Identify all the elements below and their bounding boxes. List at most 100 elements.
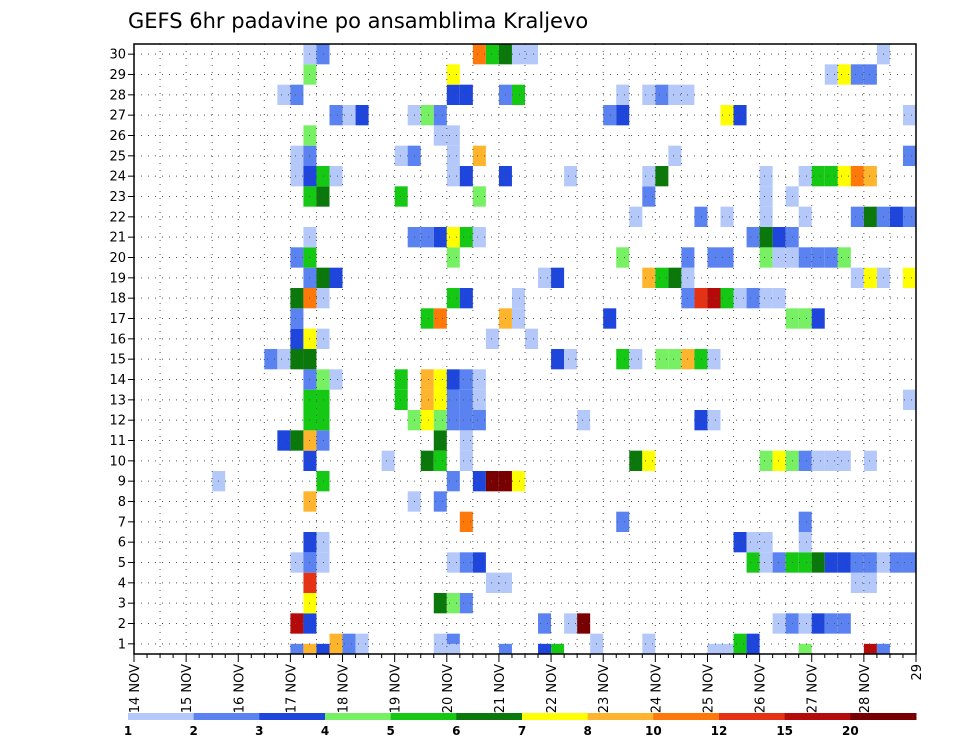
- y-tick-label: 9: [118, 475, 126, 490]
- x-tick-label: 25 NOV: [701, 664, 716, 713]
- legend-label: 6: [452, 724, 460, 738]
- heatmap-cell: [889, 206, 903, 227]
- heatmap-cell: [733, 105, 747, 126]
- heatmap-cell: [472, 145, 486, 166]
- heatmap-cell: [446, 247, 460, 268]
- chart-title: GEFS 6hr padavine po ansamblima Kraljevo: [128, 9, 588, 33]
- heatmap-cell: [290, 430, 304, 451]
- heatmap-cell: [746, 227, 760, 248]
- heatmap-cell: [824, 552, 838, 573]
- heatmap-cell: [485, 471, 499, 492]
- heatmap-cell: [316, 471, 330, 492]
- heatmap-cell: [459, 593, 473, 614]
- heatmap-cell: [616, 349, 630, 370]
- heatmap-cell: [902, 145, 916, 166]
- heatmap-cell: [811, 450, 825, 471]
- heatmap-cell: [889, 552, 903, 573]
- heatmap-cell: [472, 44, 486, 65]
- heatmap-cell: [824, 166, 838, 187]
- heatmap-cell: [472, 186, 486, 207]
- x-tick-label: 27 NOV: [806, 664, 821, 713]
- heatmap-cell: [863, 450, 877, 471]
- heatmap-cell: [485, 572, 499, 593]
- heatmap-cell: [772, 227, 786, 248]
- heatmap-cell: [264, 349, 278, 370]
- heatmap-cell: [472, 410, 486, 431]
- x-tick-label: 15 NOV: [180, 664, 195, 713]
- heatmap-cell: [733, 288, 747, 309]
- heatmap-cell: [759, 247, 773, 268]
- heatmap-cell: [511, 288, 525, 309]
- heatmap-cell: [420, 410, 434, 431]
- heatmap-cell: [446, 410, 460, 431]
- heatmap-cell: [642, 450, 656, 471]
- y-tick-label: 10: [109, 454, 126, 469]
- heatmap-cell: [459, 84, 473, 105]
- heatmap-cell: [616, 84, 630, 105]
- heatmap-cell: [902, 267, 916, 288]
- heatmap-cell: [798, 532, 812, 553]
- heatmap-cell: [459, 166, 473, 187]
- heatmap-cell: [538, 267, 552, 288]
- heatmap-cell: [446, 64, 460, 85]
- heatmap-cell: [668, 145, 682, 166]
- heatmap-cell: [564, 349, 578, 370]
- heatmap-cell: [290, 328, 304, 349]
- heatmap-cell: [459, 430, 473, 451]
- legend-label: 20: [842, 724, 859, 738]
- heatmap-cell: [811, 247, 825, 268]
- heatmap-cell: [668, 349, 682, 370]
- heatmap-cell: [472, 369, 486, 390]
- heatmap-cell: [290, 288, 304, 309]
- heatmap-cell: [668, 267, 682, 288]
- heatmap-cell: [551, 267, 565, 288]
- y-tick-label: 26: [109, 129, 126, 144]
- heatmap-cell: [511, 84, 525, 105]
- heatmap-cell: [798, 552, 812, 573]
- heatmap-cell: [759, 450, 773, 471]
- y-tick-label: 5: [118, 556, 126, 571]
- heatmap-cell: [446, 389, 460, 410]
- y-tick-label: 8: [118, 495, 126, 510]
- y-tick-label: 2: [118, 617, 126, 632]
- legend-swatch: [193, 713, 260, 720]
- legend-swatch: [522, 713, 589, 720]
- heatmap-cell: [902, 206, 916, 227]
- heatmap-cell: [759, 288, 773, 309]
- heatmap-cell: [394, 369, 408, 390]
- legend-label: 12: [711, 724, 728, 738]
- heatmap-cell: [824, 64, 838, 85]
- heatmap-cell: [459, 369, 473, 390]
- y-tick-label: 18: [109, 292, 126, 307]
- heatmap-cell: [446, 84, 460, 105]
- heatmap-cell: [824, 247, 838, 268]
- legend-swatch: [456, 713, 523, 720]
- heatmap-cell: [433, 430, 447, 451]
- heatmap-cell: [459, 450, 473, 471]
- heatmap-cell: [290, 308, 304, 329]
- heatmap-cell: [472, 389, 486, 410]
- legend-swatch: [325, 713, 392, 720]
- legend-label: 4: [321, 724, 329, 738]
- heatmap-cell: [746, 288, 760, 309]
- legend-label: 8: [583, 724, 591, 738]
- heatmap-cell: [433, 593, 447, 614]
- heatmap-cell: [277, 84, 291, 105]
- heatmap-cell: [837, 450, 851, 471]
- heatmap-cell: [863, 643, 877, 654]
- x-tick-label: 19 NOV: [389, 664, 404, 713]
- legend-label: 3: [255, 724, 263, 738]
- heatmap-cell: [303, 643, 317, 654]
- heatmap-cell: [772, 552, 786, 573]
- y-tick-label: 28: [109, 88, 126, 103]
- heatmap-cell: [551, 643, 565, 654]
- heatmap-cell: [329, 267, 343, 288]
- heatmap-cell: [446, 593, 460, 614]
- heatmap-cell: [798, 643, 812, 654]
- heatmap-cell: [694, 206, 708, 227]
- heatmap-cell: [433, 389, 447, 410]
- heatmap-cell: [798, 166, 812, 187]
- heatmap-cell: [772, 247, 786, 268]
- heatmap-cell: [798, 511, 812, 532]
- heatmap-cell: [759, 227, 773, 248]
